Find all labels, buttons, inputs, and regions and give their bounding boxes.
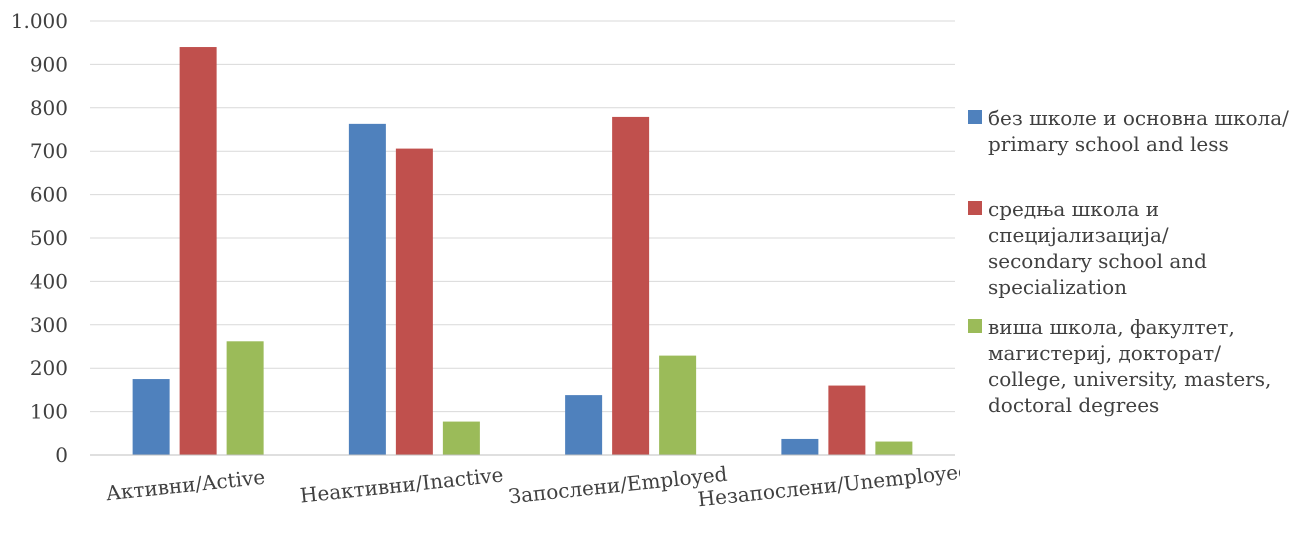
x-category-label: Незапослени/Unemployed <box>696 459 960 512</box>
legend-item-college: виша школа, факултет, магистериј, доктор… <box>968 314 1300 418</box>
legend-label-college: виша школа, факултет, магистериј, доктор… <box>988 315 1272 417</box>
bar <box>395 148 433 455</box>
bar <box>348 123 386 455</box>
bar <box>565 395 603 455</box>
y-tick-label: 0 <box>55 443 68 467</box>
legend-swatch-secondary <box>968 201 982 215</box>
y-tick-label: 900 <box>30 52 68 76</box>
bar-chart: 0 100 200 300 400 500 600 700 800 900 1.000 Активни… <box>11 9 960 512</box>
y-tick-label: 1.000 <box>11 9 68 33</box>
legend-swatch-primary <box>968 110 982 124</box>
bar <box>442 421 480 455</box>
bar <box>132 379 170 455</box>
x-category-label: Неактивни/Inactive <box>299 462 505 507</box>
y-tick-label: 500 <box>30 226 68 250</box>
legend-label-secondary: средња школа и специјализација/ secondar… <box>988 197 1207 299</box>
bar <box>875 441 913 455</box>
x-category-label: Активни/Active <box>105 465 267 506</box>
bar <box>226 341 264 455</box>
legend-item-secondary: средња школа и специјализација/ secondar… <box>968 196 1300 300</box>
y-tick-label: 700 <box>30 139 68 163</box>
y-tick-label: 400 <box>30 269 68 293</box>
bar <box>612 116 650 455</box>
legend-swatch-college <box>968 319 982 333</box>
legend-item-primary: без школе и основна школа/ primary schoo… <box>968 105 1300 157</box>
bar <box>781 438 819 455</box>
x-category-label: Запослени/Employed <box>507 462 728 509</box>
bar <box>659 355 697 455</box>
y-tick-label: 100 <box>30 400 68 424</box>
y-tick-label: 300 <box>30 313 68 337</box>
y-tick-label: 600 <box>30 183 68 207</box>
bar <box>179 47 217 455</box>
bar <box>828 385 866 455</box>
y-tick-label: 800 <box>30 96 68 120</box>
y-tick-label: 200 <box>30 356 68 380</box>
legend-label-primary: без школе и основна школа/ primary schoo… <box>988 106 1289 156</box>
